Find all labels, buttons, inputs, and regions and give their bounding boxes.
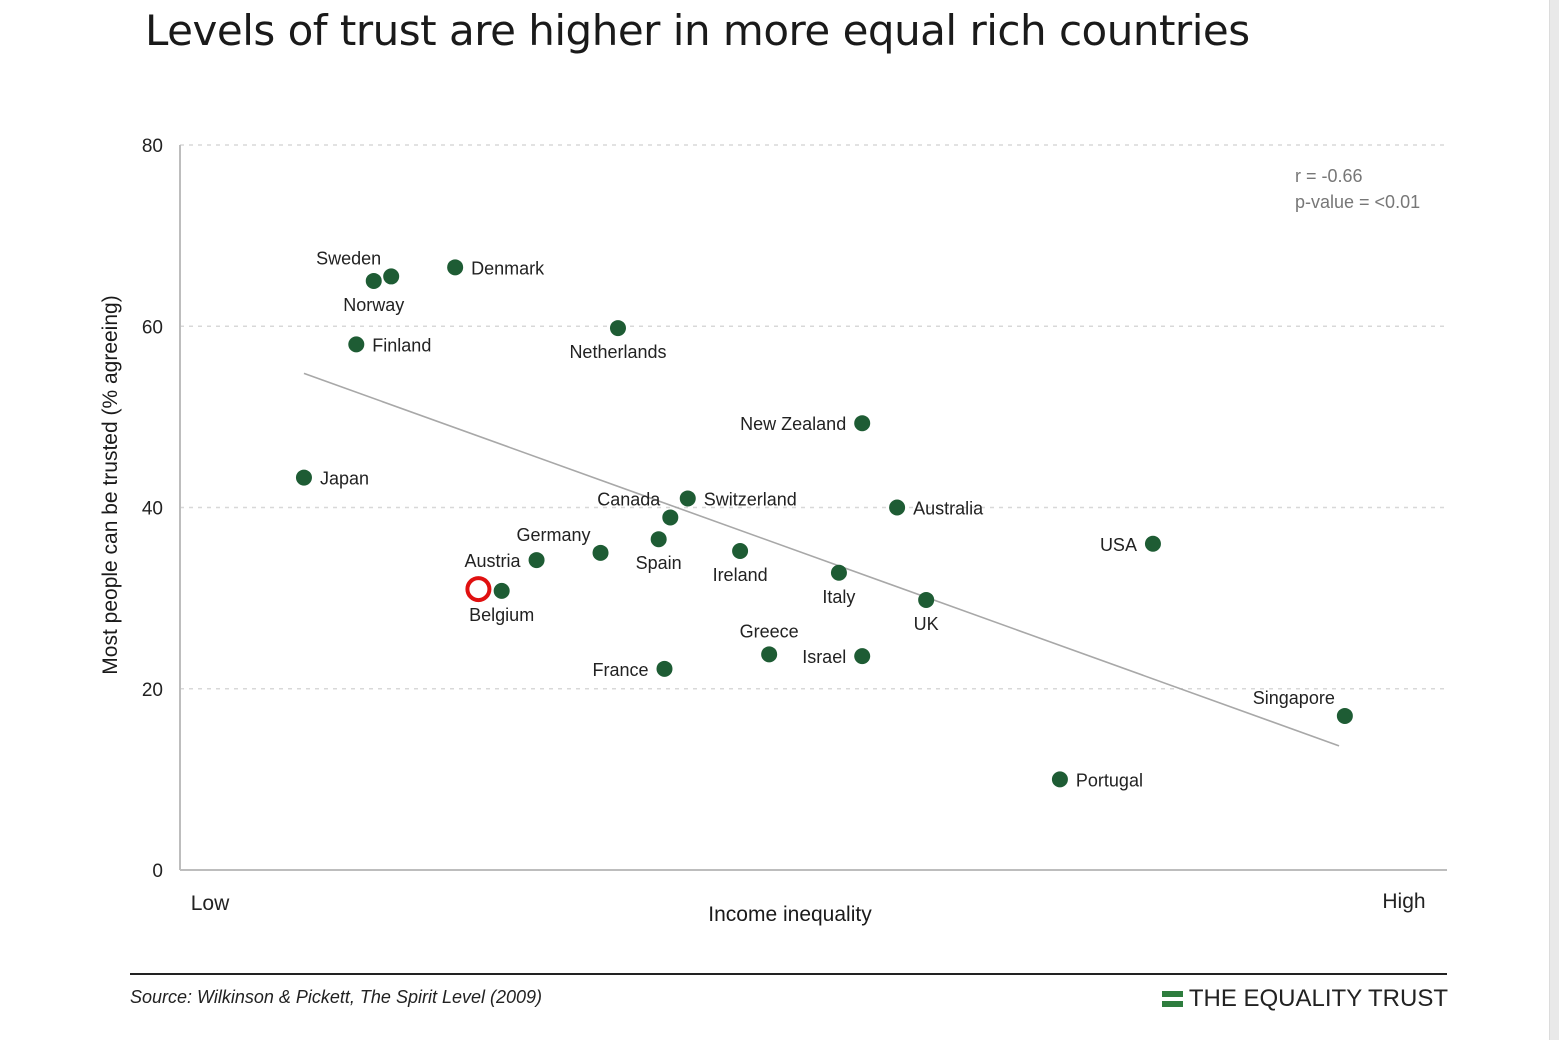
data-point-label: Italy bbox=[822, 587, 855, 607]
data-point bbox=[656, 660, 673, 677]
highlight-marker bbox=[465, 576, 492, 603]
data-point-label: USA bbox=[1100, 535, 1137, 555]
data-point bbox=[918, 591, 935, 608]
data-points: Sweden Norway Denmark Finland Netherlands Jap… bbox=[295, 248, 1353, 790]
data-point-label: Ireland bbox=[713, 565, 768, 585]
y-tick-label: 60 bbox=[142, 317, 163, 338]
x-axis-title: Income inequality bbox=[708, 903, 872, 926]
data-point bbox=[609, 320, 626, 337]
data-point-label: Austria bbox=[465, 551, 522, 571]
x-axis-high-label: High bbox=[1382, 890, 1425, 913]
data-point bbox=[1051, 771, 1068, 788]
data-point bbox=[761, 646, 778, 663]
data-point bbox=[1336, 707, 1353, 724]
y-tick-label: 20 bbox=[142, 680, 163, 701]
p-value-annotation: p-value = <0.01 bbox=[1295, 192, 1420, 212]
data-point-label: UK bbox=[914, 614, 939, 634]
data-point-label: New Zealand bbox=[740, 414, 846, 434]
y-tick-label: 40 bbox=[142, 499, 163, 520]
data-point bbox=[732, 543, 749, 559]
y-tick-label: 0 bbox=[152, 861, 163, 882]
data-point-label: Spain bbox=[636, 553, 682, 573]
data-point-label: Netherlands bbox=[569, 342, 666, 362]
data-point-label: Portugal bbox=[1076, 770, 1143, 790]
data-point-label: Greece bbox=[740, 621, 799, 641]
data-point bbox=[493, 582, 510, 599]
data-point-label: Australia bbox=[913, 499, 984, 519]
correlation-annotation: r = -0.66 bbox=[1295, 166, 1363, 186]
y-tick-labels: 0 20 40 60 80 bbox=[142, 136, 163, 882]
y-tick-label: 80 bbox=[142, 136, 163, 157]
brand-mark: THE EQUALITY TRUST bbox=[1161, 985, 1448, 1013]
data-point-label: Singapore bbox=[1253, 688, 1335, 708]
gridlines bbox=[180, 144, 1447, 690]
data-point-label: Canada bbox=[597, 489, 661, 509]
data-point-label: Denmark bbox=[471, 258, 545, 278]
vertical-scrollbar[interactable] bbox=[1549, 0, 1559, 1040]
x-axis-low-label: Low bbox=[191, 892, 230, 915]
brand-name: THE EQUALITY TRUST bbox=[1188, 985, 1448, 1012]
data-point-label: Germany bbox=[516, 525, 590, 545]
data-point bbox=[679, 490, 696, 507]
data-point bbox=[1144, 535, 1161, 552]
data-point bbox=[295, 469, 312, 486]
trend-line bbox=[303, 372, 1340, 747]
data-point bbox=[447, 259, 464, 276]
chart-title: Levels of trust are higher in more equal… bbox=[145, 6, 1250, 55]
data-point-label: Israel bbox=[802, 647, 846, 667]
axes bbox=[179, 145, 1447, 871]
footer-divider bbox=[130, 973, 1447, 975]
data-point bbox=[889, 499, 906, 516]
data-point-label: Switzerland bbox=[704, 489, 797, 509]
data-point-label: Norway bbox=[343, 295, 404, 315]
source-citation: Source: Wilkinson & Pickett, The Spirit … bbox=[130, 987, 543, 1007]
data-point-label: Sweden bbox=[316, 248, 381, 268]
data-point bbox=[528, 552, 545, 569]
data-point-label: Finland bbox=[372, 335, 431, 355]
data-point-label: Japan bbox=[320, 469, 369, 489]
data-point-label: France bbox=[592, 660, 648, 680]
data-point bbox=[830, 564, 847, 581]
y-axis-title: Most people can be trusted (% agreeing) bbox=[99, 295, 122, 674]
data-point bbox=[592, 544, 609, 561]
data-point bbox=[854, 648, 871, 665]
data-point bbox=[662, 509, 679, 526]
data-point bbox=[365, 272, 382, 289]
data-point bbox=[650, 531, 667, 548]
equality-trust-logo-icon bbox=[1161, 991, 1183, 1007]
scatter-chart: 0 20 40 60 80 Low High Income inequality Mos… bbox=[99, 136, 1447, 926]
data-point bbox=[854, 415, 871, 432]
data-point bbox=[383, 268, 400, 285]
data-point bbox=[348, 336, 365, 353]
data-point-label: Belgium bbox=[469, 605, 534, 625]
